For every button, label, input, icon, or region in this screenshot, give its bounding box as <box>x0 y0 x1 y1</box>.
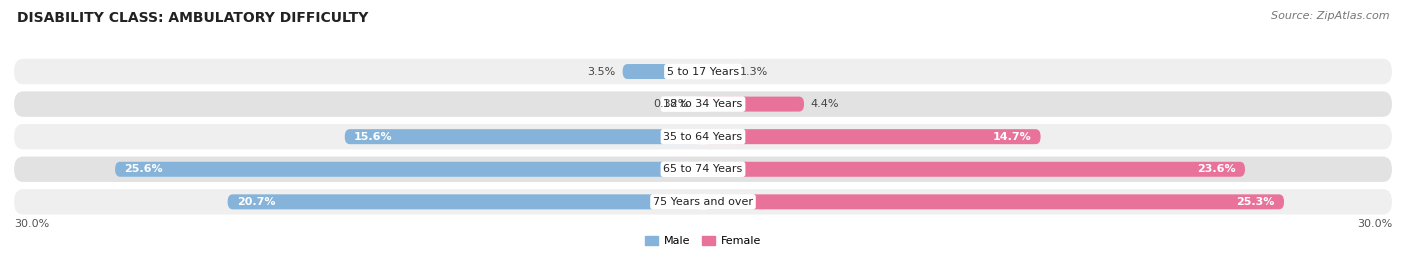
FancyBboxPatch shape <box>703 64 733 79</box>
Text: 18 to 34 Years: 18 to 34 Years <box>664 99 742 109</box>
Text: 1.3%: 1.3% <box>740 66 768 77</box>
FancyBboxPatch shape <box>14 124 1392 149</box>
FancyBboxPatch shape <box>14 157 1392 182</box>
Text: 3.5%: 3.5% <box>588 66 616 77</box>
FancyBboxPatch shape <box>623 64 703 79</box>
FancyBboxPatch shape <box>703 129 1040 144</box>
Text: 23.6%: 23.6% <box>1197 164 1236 174</box>
FancyBboxPatch shape <box>14 189 1392 215</box>
Legend: Male, Female: Male, Female <box>641 232 765 251</box>
Text: 65 to 74 Years: 65 to 74 Years <box>664 164 742 174</box>
FancyBboxPatch shape <box>14 91 1392 117</box>
Text: 15.6%: 15.6% <box>354 132 392 142</box>
FancyBboxPatch shape <box>703 162 1244 177</box>
FancyBboxPatch shape <box>228 194 703 209</box>
FancyBboxPatch shape <box>703 194 1284 209</box>
FancyBboxPatch shape <box>14 59 1392 84</box>
Text: 25.3%: 25.3% <box>1236 197 1275 207</box>
Text: 5 to 17 Years: 5 to 17 Years <box>666 66 740 77</box>
Text: 30.0%: 30.0% <box>14 219 49 229</box>
Text: Source: ZipAtlas.com: Source: ZipAtlas.com <box>1271 11 1389 21</box>
Text: 20.7%: 20.7% <box>236 197 276 207</box>
Text: DISABILITY CLASS: AMBULATORY DIFFICULTY: DISABILITY CLASS: AMBULATORY DIFFICULTY <box>17 11 368 25</box>
FancyBboxPatch shape <box>696 96 703 111</box>
Text: 4.4%: 4.4% <box>811 99 839 109</box>
Text: 25.6%: 25.6% <box>124 164 163 174</box>
FancyBboxPatch shape <box>115 162 703 177</box>
Text: 0.32%: 0.32% <box>654 99 689 109</box>
Text: 30.0%: 30.0% <box>1357 219 1392 229</box>
FancyBboxPatch shape <box>703 96 804 111</box>
FancyBboxPatch shape <box>344 129 703 144</box>
Text: 35 to 64 Years: 35 to 64 Years <box>664 132 742 142</box>
Text: 75 Years and over: 75 Years and over <box>652 197 754 207</box>
Text: 14.7%: 14.7% <box>993 132 1032 142</box>
